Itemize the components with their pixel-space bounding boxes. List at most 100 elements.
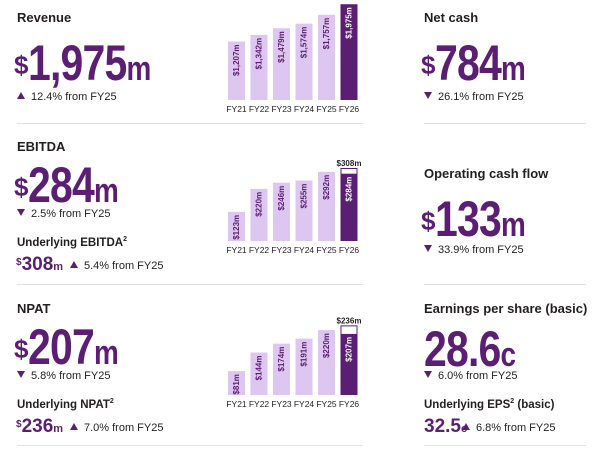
underlying-bar-label: $236m	[337, 316, 362, 325]
bar-value-label: $220m	[322, 333, 331, 358]
bar-fy25	[318, 14, 335, 100]
underlying-eps-value: 32.5c	[424, 416, 468, 437]
x-tick-label: FY23	[271, 399, 292, 409]
revenue-change: 12.4% from FY25	[17, 91, 117, 103]
eps-value: 28.6c	[424, 321, 516, 377]
bar-fy26	[340, 4, 358, 100]
bar-value-label: $191m	[300, 342, 309, 367]
divider	[424, 123, 586, 124]
underlying-bar-label: $308m	[337, 159, 362, 168]
x-tick-label: FY26	[339, 104, 360, 114]
bar-value-label: $246m	[277, 186, 286, 211]
x-tick-label: FY21	[226, 104, 247, 114]
bar-fy26	[340, 173, 358, 241]
ebitda-value: $284m	[14, 157, 119, 213]
bar-fy23	[273, 28, 290, 100]
divider	[424, 284, 586, 285]
bar-fy22	[250, 34, 268, 100]
x-tick-label: FY25	[316, 245, 337, 255]
bar-value-label: $144m	[255, 356, 264, 381]
bar-fy26	[340, 333, 358, 395]
bar-value-label: $174m	[277, 347, 286, 372]
bar-fy24	[295, 23, 313, 101]
bar-value-label: $284m	[345, 177, 354, 202]
bar-fy25	[318, 330, 335, 395]
x-tick-label: FY24	[294, 399, 315, 409]
revenue-bar-chart: $1,207m FY21 $1,342m FY22 $1,479m FY23 $1,574m…	[226, 4, 360, 114]
ocf-title: Operating cash flow	[424, 166, 549, 181]
bar-value-label: $1,342m	[255, 38, 264, 70]
bar-value-label: $1,207m	[232, 44, 241, 76]
bar-value-label: $1,975m	[345, 7, 354, 39]
divider	[17, 284, 363, 285]
bar-value-label: $1,757m	[322, 18, 331, 50]
x-tick-label: FY26	[339, 399, 360, 409]
eps-change: 6.0% from FY25	[424, 370, 517, 382]
bar-value-label: $255m	[300, 184, 309, 209]
underlying-ebitda-value: $308m	[16, 254, 64, 275]
ocf-value: $133m	[421, 191, 526, 247]
bar-fy21	[228, 371, 245, 395]
underlying-eps-change: 6.8% from FY25	[462, 422, 555, 434]
triangle-down-icon	[424, 245, 432, 252]
ebitda-change: 2.5% from FY25	[17, 208, 110, 220]
x-tick-label: FY24	[294, 104, 315, 114]
underlying-ebitda-title: Underlying EBITDA2	[17, 236, 127, 249]
bar-fy23	[273, 343, 290, 395]
revenue-value: $1,975m	[14, 35, 152, 91]
x-tick-label: FY26	[339, 245, 360, 255]
underlying-npat-value: $236m	[16, 416, 64, 437]
x-tick-label: FY25	[316, 399, 337, 409]
bar-fy22	[250, 352, 268, 395]
triangle-down-icon	[17, 209, 25, 216]
x-tick-label: FY21	[226, 245, 247, 255]
npat-change: 5.8% from FY25	[17, 370, 110, 382]
underlying-eps-title: Underlying EPS2 (basic)	[424, 398, 555, 411]
triangle-down-icon	[424, 92, 432, 99]
revenue-title: Revenue	[17, 10, 72, 25]
bar-value-label: $1,479m	[277, 31, 286, 63]
bar-fy22	[250, 188, 268, 241]
bar-value-label: $220m	[255, 192, 264, 217]
divider	[17, 123, 363, 124]
triangle-up-icon	[17, 92, 25, 99]
bar-fy23	[273, 182, 290, 241]
bar-value-label: $292m	[322, 175, 331, 200]
ebitda-title: EBITDA	[17, 139, 66, 154]
divider	[424, 445, 586, 446]
net-cash-change: 26.1% from FY25	[424, 91, 524, 103]
bar-fy24	[295, 180, 313, 241]
x-tick-label: FY23	[271, 104, 292, 114]
net-cash-title: Net cash	[424, 10, 479, 25]
bar-fy24	[295, 338, 313, 395]
triangle-up-icon	[462, 423, 470, 430]
underlying-ebitda-change: 5.4% from FY25	[70, 260, 163, 272]
x-tick-label: FY24	[294, 245, 315, 255]
x-tick-label: FY25	[316, 104, 337, 114]
bar-value-label: $81m	[232, 374, 241, 394]
npat-title: NPAT	[17, 301, 51, 316]
npat-chart: $81m FY21 $144m FY22 $174m FY23 $191m FY24 $220m…	[222, 304, 362, 416]
bar-value-label: $123m	[232, 215, 241, 240]
ebitda-chart: $123m FY21 $220m FY22 $246m FY23 $255m FY24 $292…	[222, 150, 362, 262]
eps-title: Earnings per share (basic)	[424, 301, 588, 316]
bar-fy21	[228, 41, 245, 100]
underlying-npat-change: 7.0% from FY25	[70, 422, 163, 434]
x-tick-label: FY22	[249, 245, 270, 255]
underlying-npat-title: Underlying NPAT2	[17, 398, 114, 411]
triangle-down-icon	[424, 371, 432, 378]
x-tick-label: FY23	[271, 245, 292, 255]
triangle-up-icon	[70, 423, 78, 430]
bar-value-label: $1,574m	[300, 27, 309, 59]
npat-bar-chart: $81m FY21 $144m FY22 $174m FY23 $191m FY24 $220m…	[226, 316, 362, 409]
triangle-up-icon	[70, 261, 78, 268]
x-tick-label: FY22	[249, 104, 270, 114]
bar-fy21	[228, 211, 245, 241]
npat-value: $207m	[14, 319, 119, 375]
ocf-change: 33.9% from FY25	[424, 244, 524, 256]
bar-fy25	[318, 171, 335, 241]
x-tick-label: FY22	[249, 399, 270, 409]
x-tick-label: FY21	[226, 399, 247, 409]
divider	[17, 445, 363, 446]
bar-value-label: $207m	[345, 337, 354, 362]
